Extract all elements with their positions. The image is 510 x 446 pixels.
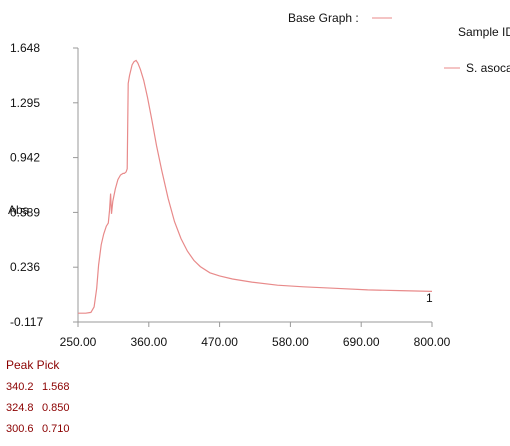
peak-row: 300.6 0.710: [6, 423, 70, 435]
peak-wavelength: 324.8: [6, 402, 34, 414]
chart: Base Graph : Sample ID S. asoca Abs -0.1…: [8, 11, 510, 349]
x-tick-label: 690.00: [343, 335, 380, 349]
y-tick-label: 1.295: [10, 96, 40, 110]
peak-abs: 1.568: [42, 381, 70, 393]
x-tick-label: 360.00: [130, 335, 167, 349]
peak-wavelength: 300.6: [6, 423, 34, 435]
y-tick-label: 0.589: [10, 205, 40, 219]
peak-row: 340.2 1.568: [6, 381, 70, 393]
x-ticks: 250.00 360.00 470.00 580.00 690.00 800.00: [60, 322, 451, 349]
trace-end-label: 1: [426, 291, 433, 305]
x-tick-label: 580.00: [272, 335, 309, 349]
y-tick-label: -0.117: [10, 315, 43, 329]
peak-pick-title: Peak Pick: [6, 358, 60, 372]
y-tick-label: 0.942: [10, 151, 40, 165]
peak-row: 324.8 0.850: [6, 402, 70, 414]
sample-id-label: Sample ID: [458, 25, 510, 39]
x-tick-label: 800.00: [414, 335, 451, 349]
x-tick-label: 470.00: [201, 335, 238, 349]
y-tick-label: 0.236: [10, 260, 40, 274]
series-line-0: [78, 59, 433, 314]
series-layer: [78, 59, 433, 314]
y-tick-label: 1.648: [10, 41, 40, 55]
x-tick-label: 250.00: [60, 335, 97, 349]
base-graph-label: Base Graph :: [288, 11, 359, 25]
legend-entry-0: S. asoca: [466, 61, 510, 75]
y-ticks: -0.117 0.236 0.589 0.942 1.295 1.648: [10, 41, 78, 329]
peak-abs: 0.850: [42, 402, 70, 414]
peak-abs: 0.710: [42, 423, 70, 435]
y-axis-title: Abs: [8, 203, 29, 217]
peak-wavelength: 340.2: [6, 381, 34, 393]
